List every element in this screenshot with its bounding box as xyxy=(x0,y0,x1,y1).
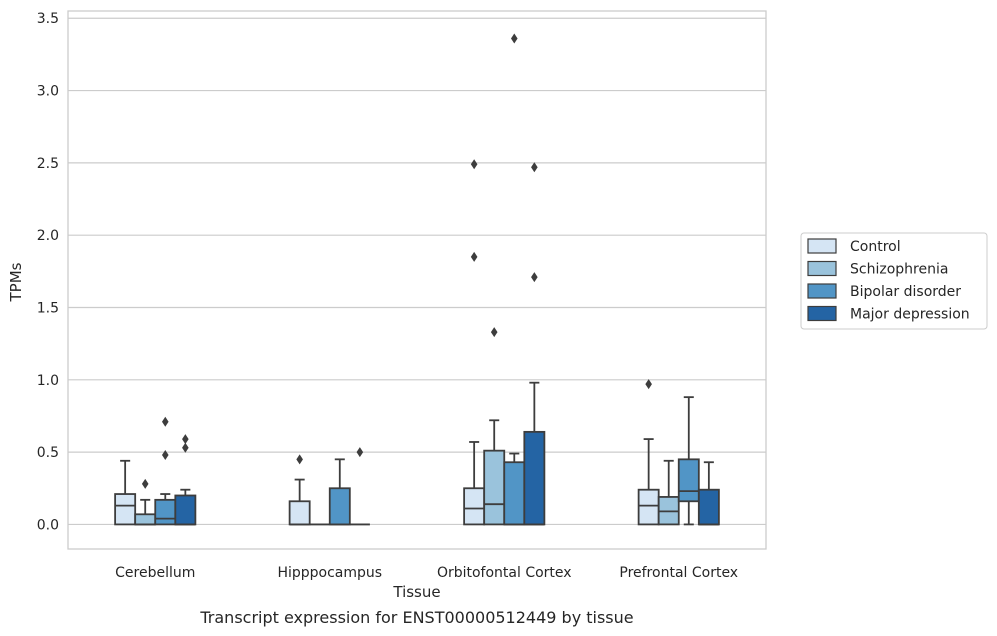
legend-swatch xyxy=(807,238,837,254)
y-tick-label: 0.0 xyxy=(37,517,59,533)
box-3-3 xyxy=(697,461,720,526)
outlier-point xyxy=(645,379,652,390)
y-tick-label: 3.5 xyxy=(37,11,59,27)
outlier-point xyxy=(531,162,538,173)
box-2-3 xyxy=(677,396,700,526)
box-body xyxy=(483,449,506,526)
legend-swatch xyxy=(807,305,837,322)
outlier-point xyxy=(531,272,538,283)
legend: Control Schizophrenia Bipolar disorder Majo… xyxy=(800,232,988,330)
x-tick-label: Prefrontal Cortex xyxy=(619,565,738,581)
outlier-point xyxy=(356,447,364,458)
x-tick-labels: Cerebellum Hipppocampus Orbitofontal Corte… xyxy=(115,565,738,581)
legend-swatch xyxy=(807,283,837,299)
legend-frame xyxy=(800,232,988,330)
outlier-point xyxy=(510,33,518,44)
y-tick-label: 1.0 xyxy=(37,373,59,389)
plot-frame xyxy=(67,10,767,550)
box-body xyxy=(503,461,526,526)
y-tick-labels: 0.0 0.5 1.0 1.5 2.0 2.5 3.0 3.5 xyxy=(37,11,59,533)
box-body xyxy=(637,488,660,526)
outlier-point xyxy=(470,159,478,170)
legend-label: Control xyxy=(850,239,901,255)
box-body xyxy=(114,493,137,526)
legend-label: Major depression xyxy=(850,307,970,323)
x-axis-label: Tissue xyxy=(392,583,440,601)
box-body xyxy=(697,488,720,526)
boxes-layer xyxy=(114,33,720,526)
outlier-point xyxy=(141,478,149,489)
box-body xyxy=(174,494,197,526)
box-0-0 xyxy=(114,459,137,526)
box-body xyxy=(134,513,157,526)
box-1-2 xyxy=(483,327,506,526)
y-tick-label: 0.5 xyxy=(37,445,59,461)
box-2-2 xyxy=(503,33,526,526)
y-tick-label: 3.0 xyxy=(37,84,59,100)
outlier-point xyxy=(161,449,169,460)
box-2-0 xyxy=(154,416,177,526)
box-3-0 xyxy=(174,434,197,526)
legend-label: Schizophrenia xyxy=(850,262,948,278)
x-tick-label: Orbitofontal Cortex xyxy=(437,565,572,581)
box-body xyxy=(677,458,700,503)
outlier-point xyxy=(490,327,498,338)
box-body xyxy=(463,487,486,526)
box-body xyxy=(328,487,351,526)
y-tick-label: 2.5 xyxy=(37,156,59,172)
box-0-1 xyxy=(288,454,311,526)
chart-caption: Transcript expression for ENST0000051244… xyxy=(199,608,633,627)
x-tick-label: Cerebellum xyxy=(115,565,195,581)
outlier-point xyxy=(182,434,189,445)
box-body xyxy=(288,500,311,526)
box-0-3 xyxy=(637,379,660,526)
outlier-point xyxy=(296,454,303,465)
box-0-2 xyxy=(463,159,486,526)
y-tick-label: 1.5 xyxy=(37,300,59,316)
legend-swatch xyxy=(807,260,837,277)
grid-lines xyxy=(68,17,766,526)
outlier-point xyxy=(182,442,189,453)
box-body xyxy=(523,430,546,526)
box-body xyxy=(154,498,177,526)
outlier-point xyxy=(470,251,478,262)
y-axis-label: TPMs xyxy=(7,262,25,302)
y-tick-label: 2.0 xyxy=(37,228,59,244)
outlier-point xyxy=(161,416,169,427)
box-3-2 xyxy=(523,162,546,526)
box-1-3 xyxy=(657,459,680,526)
legend-label: Bipolar disorder xyxy=(850,284,961,300)
box-2-1 xyxy=(328,458,351,526)
box-3-1 xyxy=(349,447,370,526)
box-1-0 xyxy=(134,478,157,526)
x-tick-label: Hipppocampus xyxy=(277,565,382,581)
